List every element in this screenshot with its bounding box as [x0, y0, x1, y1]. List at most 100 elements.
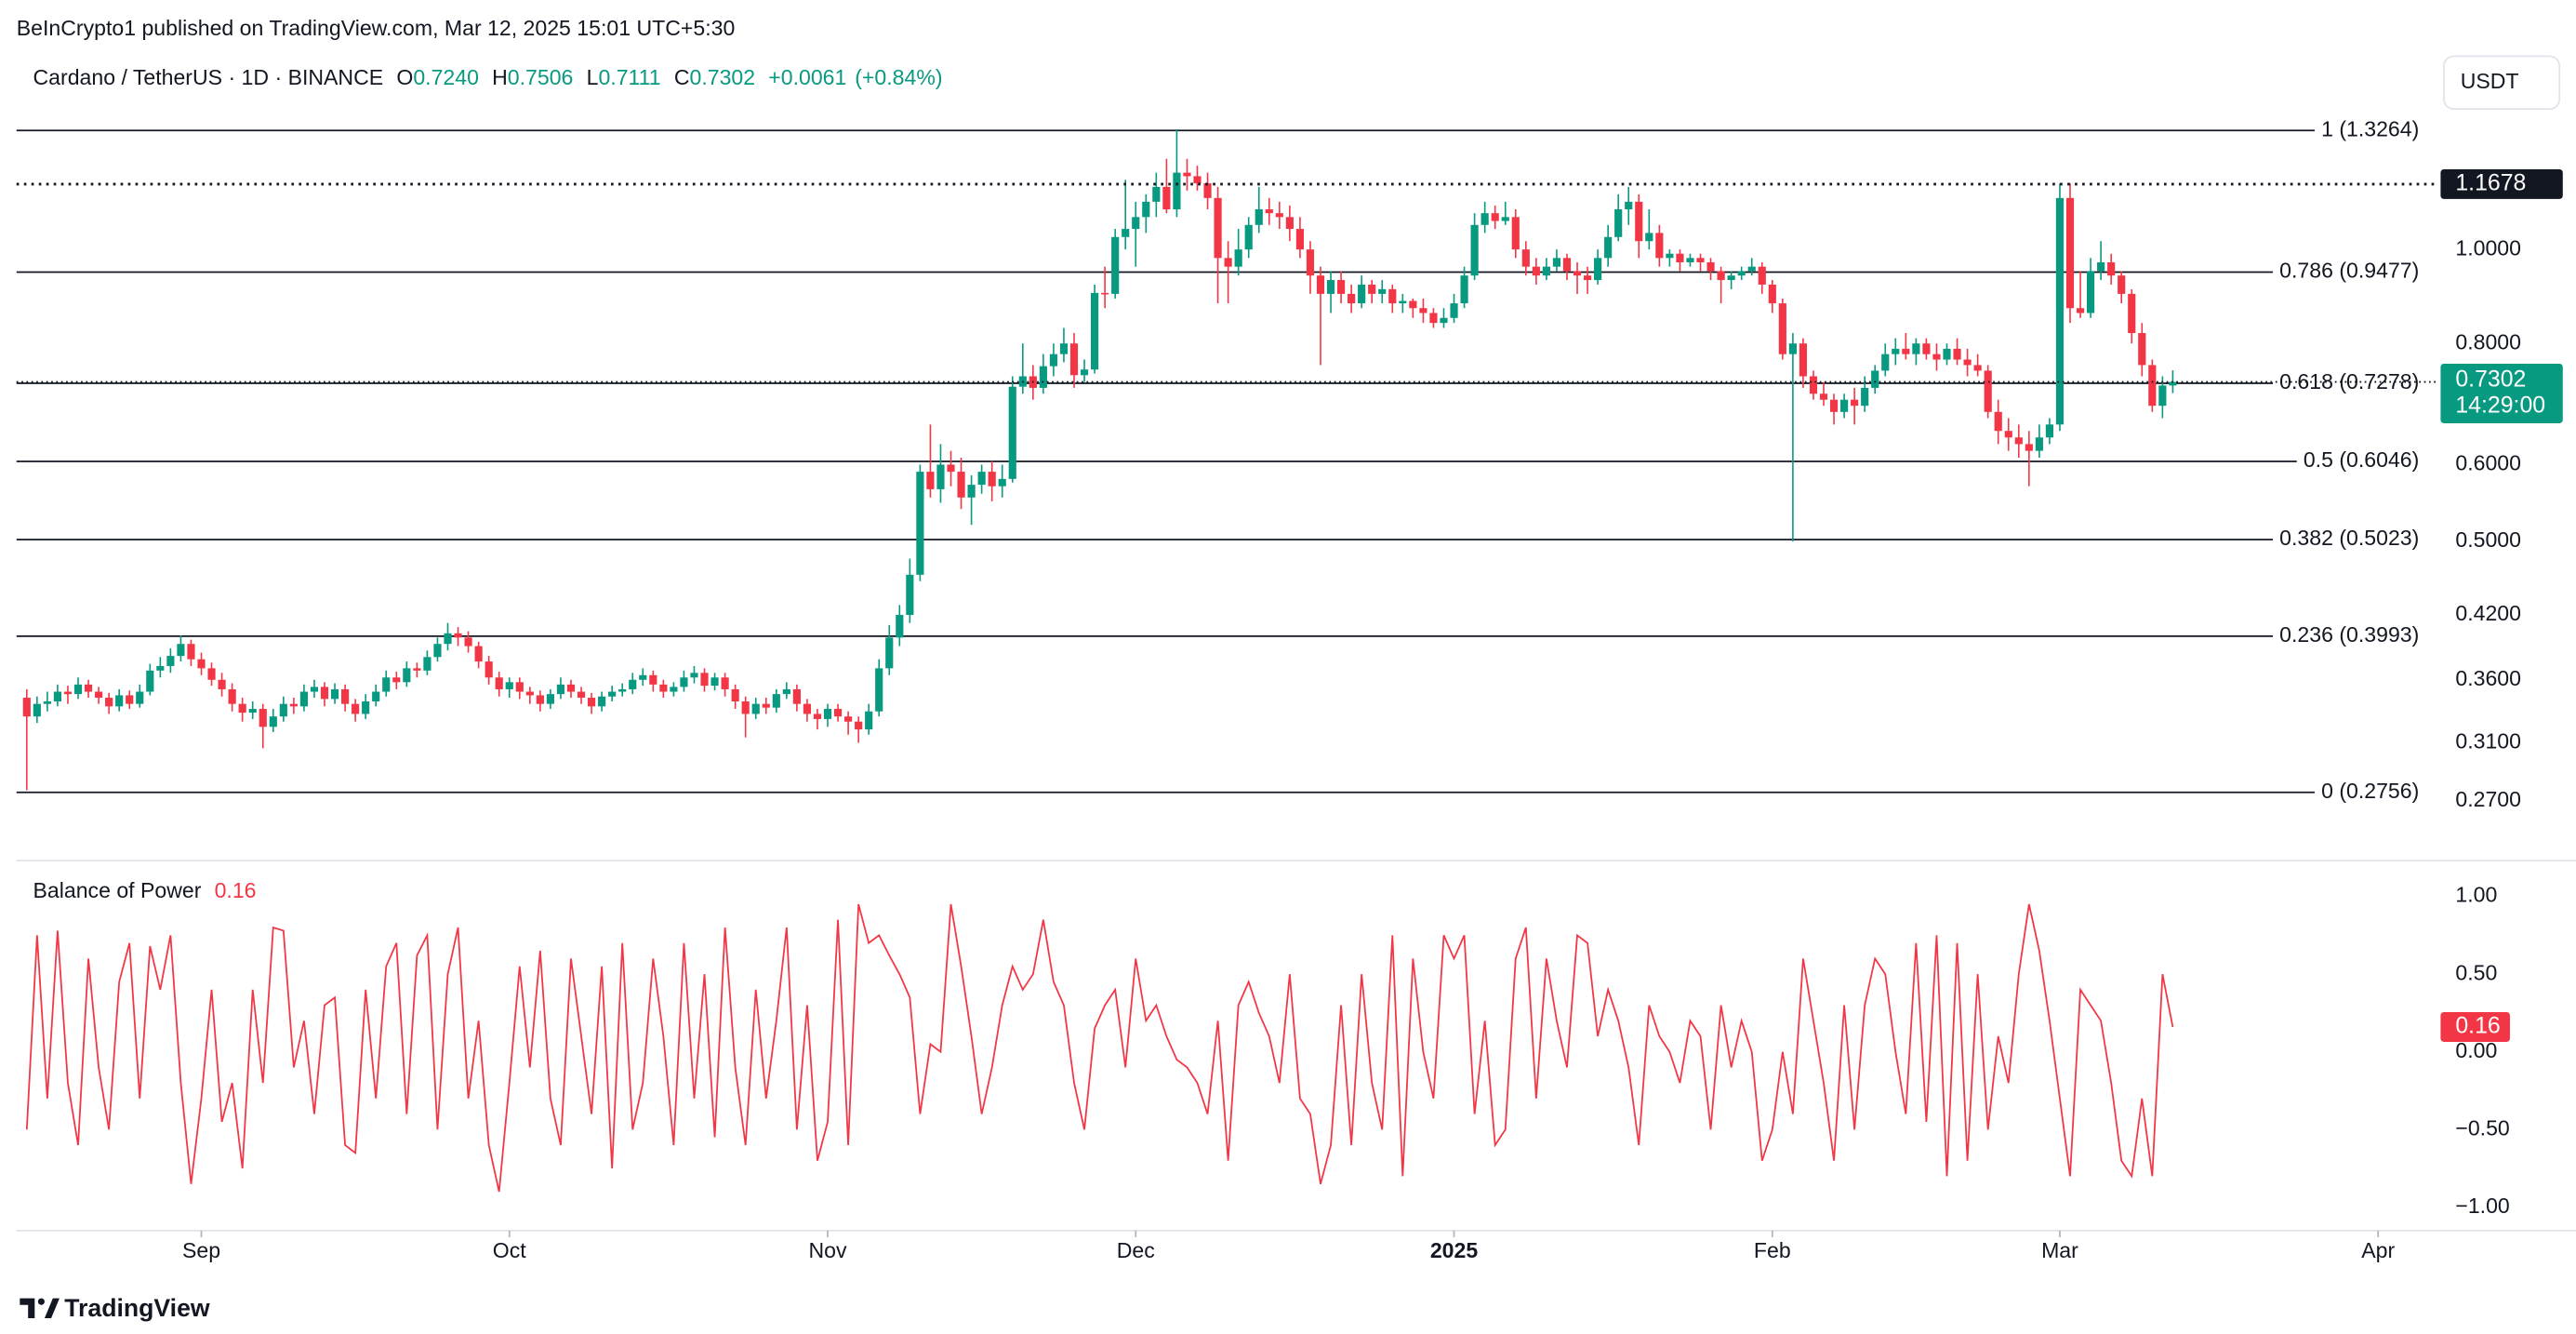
fib-label-bg: [2296, 447, 2437, 473]
candle-body: [1101, 292, 1109, 295]
candle-body: [1358, 284, 1366, 304]
candle-body: [700, 673, 709, 687]
price-line-label: 1.1678: [2455, 170, 2526, 195]
ohlc-value: 0.7506: [508, 65, 574, 89]
candle-body: [1594, 258, 1602, 281]
logo-mark: [44, 1298, 60, 1318]
candle-body: [957, 472, 965, 498]
candle-body: [608, 691, 617, 697]
candle-body: [1111, 236, 1120, 294]
candle-body: [988, 472, 996, 487]
candle-body: [906, 574, 914, 615]
y-tick-label: 0.3100: [2455, 729, 2521, 754]
x-tick-label: Feb: [1754, 1238, 1791, 1262]
candle-body: [495, 677, 503, 689]
fib-label-bg: [2273, 369, 2437, 394]
candle-body: [792, 688, 801, 704]
candle-body: [1953, 348, 1961, 360]
candle-body: [228, 688, 236, 704]
candle-body: [2014, 437, 2023, 445]
candle-body: [115, 695, 124, 707]
fib-level-label: 0.236 (0.3993): [2279, 622, 2419, 647]
last-price-label: 0.7302: [2455, 367, 2526, 392]
candle-body: [833, 709, 843, 717]
candle-body: [423, 657, 432, 671]
fib-level-label: 0.786 (0.9477): [2279, 259, 2419, 283]
currency-box[interactable]: [2443, 55, 2561, 111]
candle-body: [1809, 376, 1818, 394]
candle-body: [762, 703, 770, 708]
candle-body: [1943, 348, 1951, 360]
candle-body: [1829, 399, 1839, 412]
candle-body: [1851, 399, 1859, 407]
ohlc-value: 0.7240: [413, 65, 479, 89]
candle-body: [95, 691, 103, 699]
candle-body: [1819, 394, 1828, 400]
candle-body: [1470, 224, 1479, 276]
candle-body: [22, 698, 31, 717]
candle-body: [2107, 261, 2116, 276]
candle-body: [1984, 370, 1992, 412]
candle-body: [1440, 317, 1448, 324]
candle-body: [1008, 386, 1016, 479]
candle-body: [855, 721, 863, 730]
candle-body: [577, 691, 586, 699]
y-tick-label: 0.5000: [2455, 527, 2521, 552]
candle-body: [916, 472, 924, 575]
candle-body: [413, 668, 421, 671]
candle-body: [1912, 343, 1920, 354]
candle-body: [177, 644, 185, 657]
candle-body: [1655, 233, 1664, 259]
candle-body: [1614, 209, 1623, 237]
y-tick-label: 0.6000: [2455, 451, 2521, 475]
candle-body: [1214, 197, 1222, 259]
candle-body: [1388, 288, 1397, 304]
candle-body: [362, 701, 370, 714]
candle-body: [639, 674, 647, 680]
candle-body: [403, 668, 411, 683]
fib-label-bg: [2314, 116, 2437, 141]
currency-label[interactable]: USDT: [2461, 69, 2519, 93]
candle-body: [73, 684, 83, 695]
candle-body: [690, 673, 698, 678]
candle-body: [2065, 197, 2075, 309]
candle-body: [1203, 183, 1212, 198]
candle-body: [1409, 300, 1417, 309]
candle-body: [2055, 197, 2065, 425]
candle-body: [2138, 333, 2146, 366]
fib-level-label: 1 (1.3264): [2321, 116, 2419, 140]
candle-body: [505, 682, 513, 689]
candle-body: [1973, 365, 1982, 371]
candle-body: [629, 679, 637, 689]
fib-label-bg: [2273, 526, 2437, 551]
candle-body: [1429, 313, 1438, 324]
ohlc-key: H: [492, 65, 508, 89]
candle-body: [372, 691, 380, 702]
x-tick-label: Apr: [2361, 1238, 2395, 1262]
candle-body: [1275, 213, 1283, 218]
candle-body: [1378, 288, 1387, 294]
candle-body: [299, 691, 309, 707]
candle-body: [1511, 217, 1520, 250]
candle-body: [2025, 444, 2033, 451]
indicator-value-box: [2440, 1011, 2510, 1042]
candle-body: [454, 633, 462, 638]
candle-body: [207, 668, 216, 680]
candle-body: [1532, 266, 1540, 276]
candle-body: [238, 703, 246, 714]
candle-body: [1861, 387, 1869, 407]
fib-label-bg: [2314, 778, 2437, 803]
candle-body: [670, 687, 678, 692]
candle-body: [1450, 303, 1458, 318]
fib-label-bg: [2273, 258, 2437, 283]
candle-body: [105, 698, 113, 707]
y-tick-label: 0.50: [2455, 960, 2497, 984]
candle-body: [197, 659, 206, 669]
candle-body: [1326, 280, 1335, 294]
candle-body: [515, 682, 524, 692]
candle-body: [1552, 258, 1561, 267]
candle-body: [1892, 348, 1900, 354]
candle-body: [1788, 343, 1797, 354]
